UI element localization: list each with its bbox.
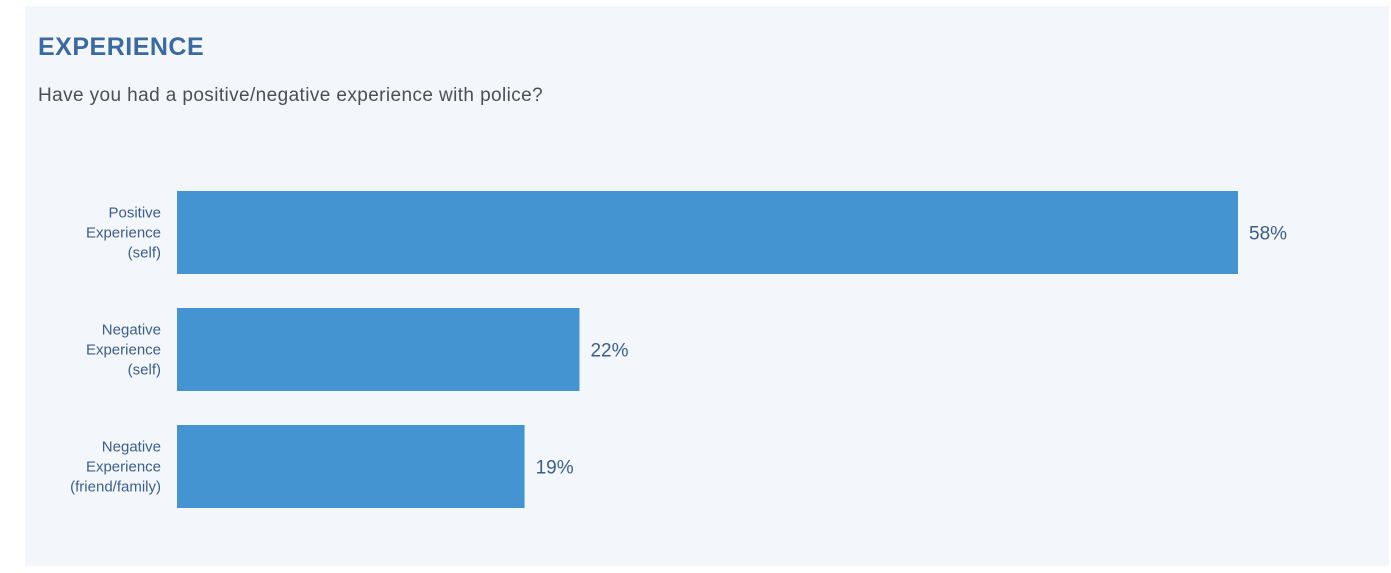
bar-2 <box>177 308 580 391</box>
bar-1 <box>177 191 1238 274</box>
category-label-2: Negative Experience (self) <box>86 322 161 379</box>
category-label-1: Positive Experience (self) <box>86 205 161 262</box>
bars-layer: 58% Positive Experience (self) 22% Negative Ex… <box>70 191 1287 508</box>
value-label-2: 22% <box>590 341 628 362</box>
chart-title: EXPERIENCE <box>38 33 205 61</box>
value-label-1: 58% <box>1249 224 1287 245</box>
chart-subtitle: Have you had a positive/negative experie… <box>38 85 544 106</box>
bar-3 <box>177 425 525 508</box>
value-label-3: 19% <box>536 458 574 479</box>
category-label-3: Negative Experience (friend/family) <box>70 439 161 496</box>
